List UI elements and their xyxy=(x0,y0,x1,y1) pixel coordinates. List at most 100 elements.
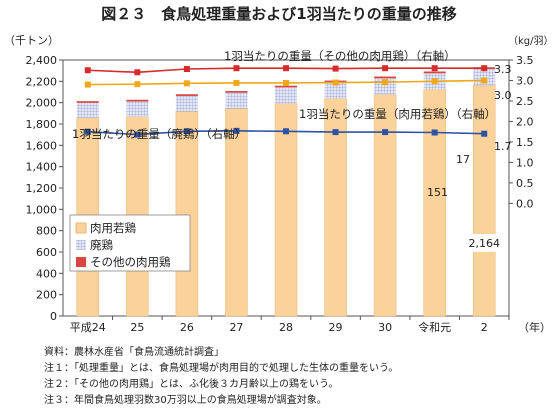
line-broiler-point xyxy=(84,81,91,88)
legend-swatch-spent xyxy=(76,240,86,250)
bar-segment-other xyxy=(175,94,198,96)
left-tick-label: 200 xyxy=(36,289,57,302)
bar-segment-other xyxy=(374,76,397,79)
right-tick-label: 0.0 xyxy=(516,197,534,210)
label-last-broiler-bg xyxy=(465,234,504,252)
right-tick-label: 1.0 xyxy=(516,156,534,169)
right-tick-label: 2.5 xyxy=(516,95,534,108)
left-tick-label: 1,800 xyxy=(26,118,58,131)
bar-segment-other xyxy=(423,71,446,74)
line-end-spent: 1.7 xyxy=(494,140,512,153)
label-last-spent: 151 xyxy=(427,186,448,199)
line-spent-point xyxy=(382,129,389,136)
bar-segment-other xyxy=(76,101,99,103)
line-broiler-point xyxy=(283,79,289,86)
left-tick-label: 1,000 xyxy=(26,203,58,216)
left-tick-label: 1,400 xyxy=(26,161,58,174)
label-last-other: 17 xyxy=(456,153,470,166)
left-tick-label: 2,400 xyxy=(26,54,58,67)
line-other-point xyxy=(382,65,389,72)
line-other-point xyxy=(332,65,339,72)
line-spent-point xyxy=(233,127,240,134)
line-spent-point xyxy=(134,131,141,138)
x-tick-label: 28 xyxy=(279,321,293,334)
line-other-point xyxy=(283,65,289,72)
bar-segment-other xyxy=(225,91,248,93)
line-broiler-point xyxy=(183,80,190,87)
line-spent-point xyxy=(183,128,190,135)
x-axis-unit: （年） xyxy=(518,320,551,334)
bar-segment-spent xyxy=(175,95,198,112)
x-tick-label: 平成24 xyxy=(70,321,106,334)
bar-segment-spent xyxy=(324,82,347,99)
note-3: 注３：年間食鳥処理羽数30万羽以上の食鳥処理場が調査対象。 xyxy=(44,395,327,406)
line-label-other: 1羽当たりの重量（その他の肉用鶏）（右軸） xyxy=(224,49,456,63)
line-spent-point xyxy=(332,129,339,136)
legend-label-broiler: 肉用若鶏 xyxy=(90,221,136,235)
left-tick-label: 1,200 xyxy=(26,182,58,195)
bar-segment-other xyxy=(275,85,297,88)
left-tick-label: 600 xyxy=(36,246,57,259)
line-other-point xyxy=(183,66,190,73)
line-end-broiler: 3.0 xyxy=(494,89,512,102)
x-tick-label: 2 xyxy=(481,321,488,334)
right-tick-label: 2.0 xyxy=(516,115,534,128)
bar-segment-broiler xyxy=(373,94,397,317)
right-axis-unit: （kg/羽） xyxy=(508,35,554,47)
line-other-point xyxy=(134,69,141,76)
label-last-broiler: 2,164 xyxy=(468,237,500,250)
legend-label-other: その他の肉用鶏 xyxy=(90,255,171,269)
x-tick-label: 26 xyxy=(180,321,194,334)
right-tick-label: 0.5 xyxy=(516,177,534,190)
bar-segment-spent xyxy=(275,87,297,104)
line-other-point xyxy=(481,65,488,72)
left-tick-label: 800 xyxy=(36,225,57,238)
line-broiler-point xyxy=(431,78,438,85)
legend-box xyxy=(69,214,191,272)
bar-segment-broiler xyxy=(274,103,298,317)
line-spent-point xyxy=(481,130,488,137)
left-axis-unit: （千トン） xyxy=(4,34,59,47)
x-tick-label: 令和元 xyxy=(418,320,451,334)
legend-label-spent: 廃鶏 xyxy=(90,238,113,252)
line-end-other: 3.3 xyxy=(494,63,512,76)
note-source: 資料：農林水産省「食鳥流通統計調査」 xyxy=(44,347,224,358)
bar-segment-spent xyxy=(126,101,149,117)
line-other-point xyxy=(233,65,240,72)
left-tick-label: 2,000 xyxy=(26,97,58,110)
line-spent-point xyxy=(84,128,91,135)
left-tick-label: 1,600 xyxy=(26,139,58,152)
x-tick-label: 27 xyxy=(229,321,243,334)
line-spent-point xyxy=(283,128,289,135)
right-tick-label: 3.5 xyxy=(516,54,534,67)
x-tick-label: 25 xyxy=(130,321,144,334)
legend-swatch-broiler xyxy=(75,222,87,234)
line-label-spent: 1羽当たりの重量（廃鶏）（右軸） xyxy=(72,127,246,141)
line-label-broiler: 1羽当たりの重量（肉用若鶏）（右軸） xyxy=(299,107,496,121)
line-broiler-point xyxy=(233,79,240,86)
legend-swatch-other xyxy=(76,257,86,267)
note-1: 注１：「処理重量」とは、食鳥処理場が肉用目的で処理した生体の重量をいう。 xyxy=(44,363,399,374)
line-other-point xyxy=(84,67,91,74)
left-tick-label: 0 xyxy=(50,310,57,323)
right-tick-label: 3.0 xyxy=(516,74,534,87)
line-broiler-point xyxy=(481,77,488,84)
bar-segment-broiler xyxy=(175,111,199,317)
bar-segment-broiler xyxy=(423,89,446,317)
bar-segment-other xyxy=(126,99,149,102)
right-tick-label: 1.5 xyxy=(516,136,534,149)
line-broiler-point xyxy=(382,79,389,86)
x-tick-label: 29 xyxy=(329,321,343,334)
line-spent-point xyxy=(431,129,438,136)
line-broiler-point xyxy=(134,81,141,88)
line-other-point xyxy=(431,65,438,72)
bar-segment-spent xyxy=(76,102,99,118)
line-broiler-point xyxy=(332,79,339,86)
left-tick-label: 2,200 xyxy=(26,75,58,88)
note-2: 注２：「その他の肉用鶏」とは、ふ化後３カ月齢以上の鶏をいう。 xyxy=(44,379,339,390)
x-tick-label: 30 xyxy=(378,321,392,334)
left-tick-label: 400 xyxy=(36,267,57,280)
chart-title: 図２３ 食鳥処理重量および1羽当たりの重量の推移 xyxy=(101,5,457,23)
bar-segment-spent xyxy=(225,92,248,109)
